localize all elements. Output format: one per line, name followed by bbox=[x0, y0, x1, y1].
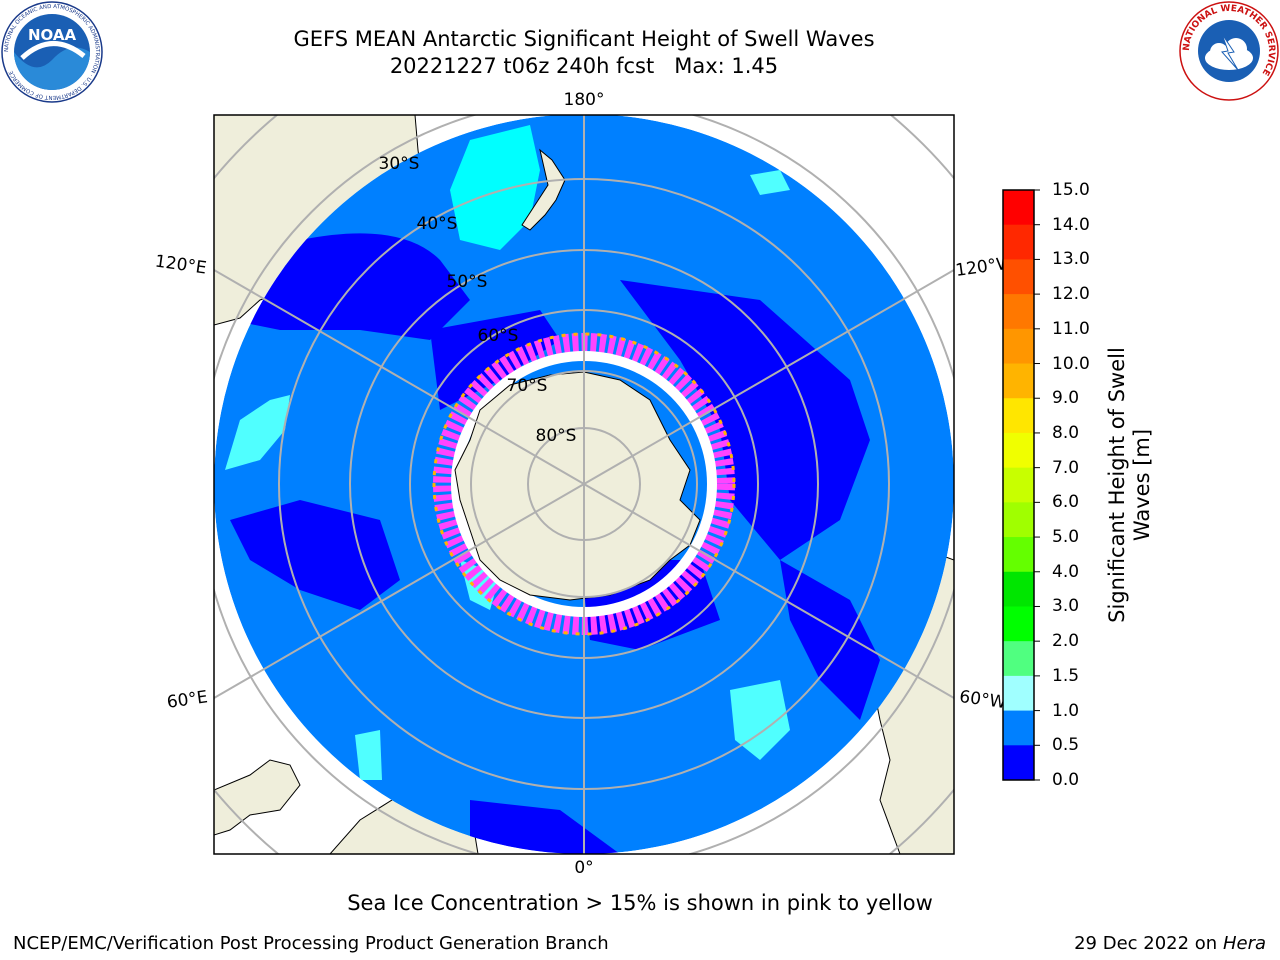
colorbar-title-line2: Waves [m] bbox=[1130, 428, 1154, 542]
colorbar-swatch bbox=[1003, 502, 1034, 538]
colorbar-swatch bbox=[1003, 398, 1034, 434]
colorbar-swatch bbox=[1003, 571, 1034, 607]
colorbar-swatch bbox=[1003, 710, 1034, 746]
colorbar-tick-label: 6.0 bbox=[1052, 492, 1080, 513]
lon-label-180: 180° bbox=[564, 90, 605, 110]
lon-label-0: 0° bbox=[574, 858, 593, 878]
colorbar-tick-label: 12.0 bbox=[1052, 284, 1090, 305]
colorbar-swatch bbox=[1003, 641, 1034, 677]
new-zealand-land bbox=[521, 148, 566, 231]
colorbar-tick-label: 14.0 bbox=[1052, 214, 1090, 235]
colorbar-tick-label: 7.0 bbox=[1052, 457, 1080, 478]
colorbar-tick-label: 9.0 bbox=[1052, 388, 1080, 409]
footer-date: 29 Dec 2022 on Hera bbox=[1074, 933, 1266, 954]
colorbar-swatch bbox=[1003, 745, 1034, 781]
colorbar-tick-label: 2.0 bbox=[1052, 631, 1080, 652]
lon-label-60w: 60°W bbox=[958, 687, 1007, 713]
colorbar-swatch bbox=[1003, 467, 1034, 503]
colorbar-swatch bbox=[1003, 259, 1034, 295]
antarctica-land bbox=[454, 371, 701, 601]
colorbar-tick-label: 1.5 bbox=[1052, 665, 1080, 686]
lat-label-30s: 30°S bbox=[379, 154, 420, 174]
lon-label-120e: 120°E bbox=[154, 252, 208, 279]
colorbar-swatch bbox=[1003, 606, 1034, 642]
colorbar-swatch bbox=[1003, 432, 1034, 469]
colorbar-tick-label: 5.0 bbox=[1052, 527, 1080, 548]
lat-label-80s: 80°S bbox=[536, 426, 577, 446]
lat-label-60s: 60°S bbox=[478, 326, 519, 346]
graticule bbox=[214, 115, 954, 854]
sea-ice-note: Sea Ice Concentration > 15% is shown in … bbox=[347, 891, 933, 915]
colorbar-swatch bbox=[1003, 537, 1034, 573]
colorbar-frame bbox=[1002, 189, 1035, 781]
footer-branch: NCEP/EMC/Verification Post Processing Pr… bbox=[13, 933, 609, 954]
noaa-logo-text: NOAA bbox=[28, 26, 77, 44]
colorbar-tick-label: 0.5 bbox=[1052, 735, 1080, 756]
chart-subtitle: 20221227 t06z 240h fcst Max: 1.45 bbox=[389, 54, 779, 78]
chart-title: GEFS MEAN Antarctic Significant Height o… bbox=[293, 27, 875, 51]
lat-label-40s: 40°S bbox=[417, 214, 458, 234]
colorbar-swatch bbox=[1003, 328, 1034, 365]
colorbar-swatch bbox=[1003, 675, 1034, 712]
colorbar-swatch bbox=[1003, 190, 1034, 226]
lat-label-70s: 70°S bbox=[507, 376, 548, 396]
colorbar-tick-label: 15.0 bbox=[1052, 180, 1090, 200]
colorbar-tick-label: 3.0 bbox=[1052, 596, 1080, 617]
africa-land bbox=[214, 759, 301, 836]
noaa-logo-icon: NOAA NATIONAL OCEANIC AND ATMOSPHERIC AD… bbox=[1, 1, 103, 103]
lon-label-60e: 60°E bbox=[166, 687, 209, 712]
colorbar-title-line1: Significant Height of Swell bbox=[1105, 347, 1129, 623]
nws-logo-icon: NATIONAL WEATHER SERVICE bbox=[1179, 1, 1279, 101]
colorbar-tick-label: 0.0 bbox=[1052, 770, 1080, 790]
colorbar-tick-label: 13.0 bbox=[1052, 249, 1090, 270]
colorbar-tick-label: 10.0 bbox=[1052, 353, 1090, 374]
footer-date-text: 29 Dec 2022 on bbox=[1074, 933, 1218, 954]
footer-machine: Hera bbox=[1222, 933, 1266, 954]
colorbar-tick-label: 4.0 bbox=[1052, 561, 1080, 582]
colorbar-swatch bbox=[1003, 294, 1034, 330]
colorbar bbox=[1003, 189, 1040, 781]
colorbar-title: Significant Height of Swell Waves [m] bbox=[1105, 305, 1155, 665]
colorbar-tick-label: 11.0 bbox=[1052, 318, 1090, 339]
lat-label-50s: 50°S bbox=[447, 272, 488, 292]
colorbar-swatch bbox=[1003, 224, 1034, 260]
colorbar-swatch bbox=[1003, 363, 1034, 399]
colorbar-tick-label: 1.0 bbox=[1052, 700, 1080, 721]
colorbar-tick-label: 8.0 bbox=[1052, 422, 1080, 443]
